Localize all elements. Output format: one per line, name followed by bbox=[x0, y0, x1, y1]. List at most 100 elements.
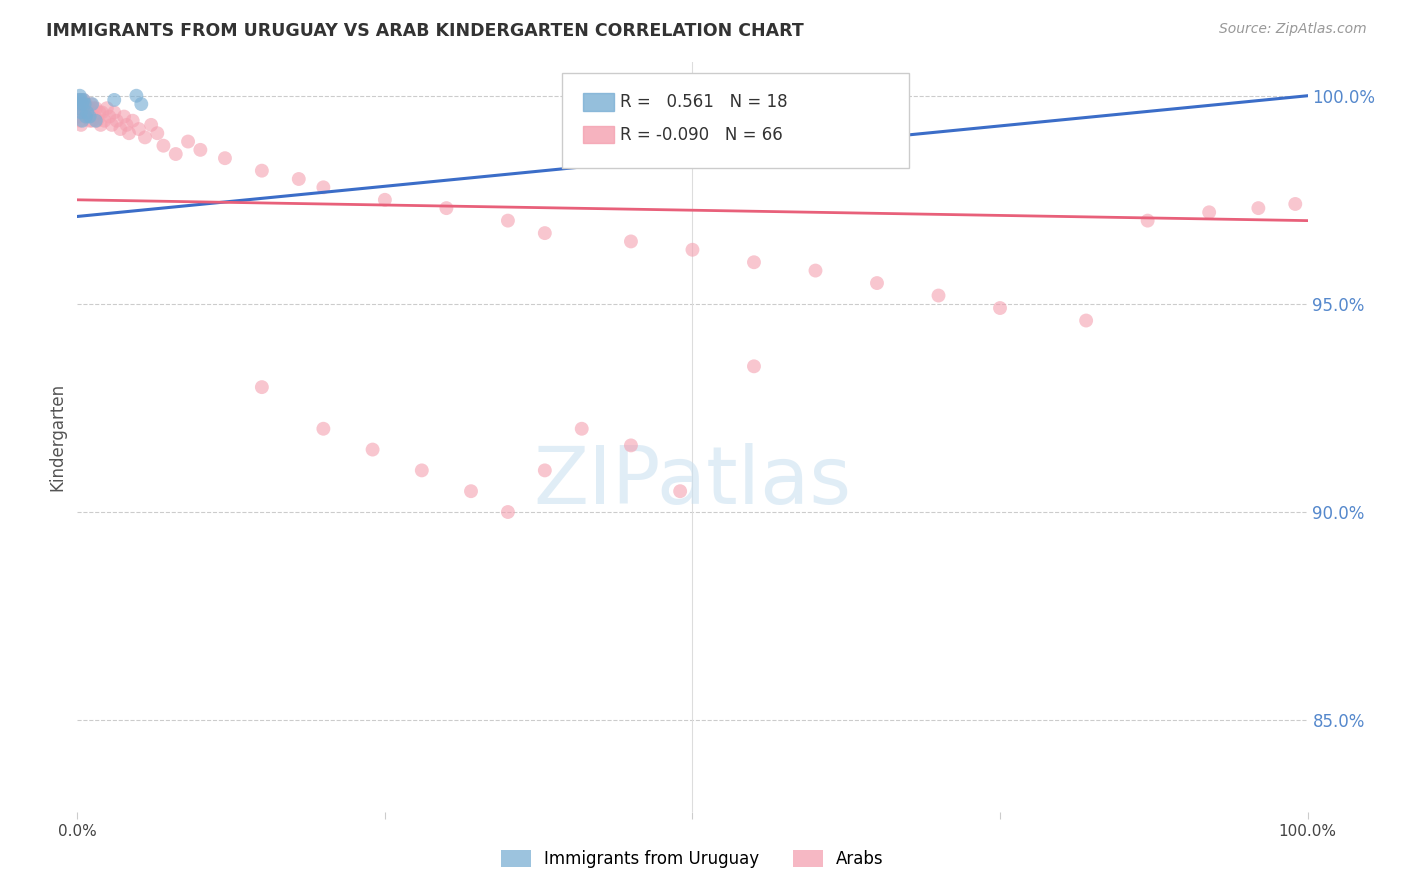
Point bbox=[250, 380, 273, 394]
Point bbox=[67, 97, 90, 112]
Text: R =   0.561   N = 18: R = 0.561 N = 18 bbox=[620, 94, 787, 112]
Point bbox=[75, 110, 97, 124]
Point bbox=[1076, 313, 1098, 327]
Legend: Immigrants from Uruguay, Arabs: Immigrants from Uruguay, Arabs bbox=[495, 843, 890, 874]
Point bbox=[70, 93, 93, 107]
Point bbox=[110, 122, 132, 136]
Point bbox=[77, 105, 100, 120]
Point bbox=[374, 193, 396, 207]
Point bbox=[96, 101, 118, 115]
Point bbox=[165, 147, 187, 161]
Point bbox=[79, 101, 101, 115]
Point bbox=[70, 97, 93, 112]
Point bbox=[988, 301, 1011, 315]
Point bbox=[115, 118, 138, 132]
Point bbox=[620, 438, 643, 452]
Point bbox=[69, 101, 91, 115]
Point bbox=[190, 143, 212, 157]
Point bbox=[250, 163, 273, 178]
Point bbox=[134, 130, 156, 145]
Point bbox=[90, 105, 114, 120]
Point bbox=[118, 126, 141, 140]
Point bbox=[866, 276, 889, 290]
Point bbox=[79, 110, 101, 124]
Point bbox=[82, 97, 104, 112]
Point bbox=[73, 97, 96, 112]
Point bbox=[76, 101, 98, 115]
Point bbox=[1247, 201, 1270, 215]
Y-axis label: Kindergarten: Kindergarten bbox=[48, 383, 66, 491]
Point bbox=[682, 243, 704, 257]
Point bbox=[70, 113, 93, 128]
Point bbox=[1198, 205, 1220, 219]
Point bbox=[90, 118, 112, 132]
Text: ZIPatlas: ZIPatlas bbox=[533, 443, 852, 521]
Point bbox=[67, 101, 90, 115]
Point bbox=[69, 113, 91, 128]
Point bbox=[72, 93, 94, 107]
Point bbox=[112, 110, 135, 124]
Point bbox=[69, 88, 91, 103]
Point bbox=[146, 126, 169, 140]
Point bbox=[89, 105, 111, 120]
Point bbox=[361, 442, 384, 457]
Text: Source: ZipAtlas.com: Source: ZipAtlas.com bbox=[1219, 22, 1367, 37]
Point bbox=[72, 93, 94, 107]
Point bbox=[620, 235, 643, 249]
Point bbox=[928, 288, 950, 302]
Point bbox=[125, 88, 148, 103]
Point bbox=[84, 101, 107, 115]
Point bbox=[105, 113, 128, 128]
Point bbox=[1284, 197, 1306, 211]
Point bbox=[312, 180, 335, 194]
Point bbox=[804, 263, 827, 277]
Point bbox=[70, 97, 93, 112]
Point bbox=[1136, 213, 1159, 227]
Point bbox=[101, 118, 124, 132]
Point bbox=[82, 101, 104, 115]
Point bbox=[669, 484, 692, 499]
Point bbox=[73, 101, 96, 115]
Point bbox=[69, 93, 91, 107]
Point bbox=[128, 122, 150, 136]
Point bbox=[131, 97, 153, 112]
Point bbox=[534, 463, 557, 477]
Point bbox=[103, 105, 125, 120]
Point bbox=[141, 118, 163, 132]
Point bbox=[76, 105, 98, 120]
Point bbox=[496, 213, 519, 227]
Point bbox=[571, 422, 593, 436]
Point bbox=[80, 97, 103, 112]
Point bbox=[86, 113, 108, 128]
Point bbox=[75, 97, 97, 112]
Point bbox=[742, 255, 765, 269]
Point bbox=[93, 113, 115, 128]
Point bbox=[214, 151, 236, 165]
Point bbox=[75, 110, 97, 124]
Point bbox=[70, 105, 93, 120]
Point bbox=[70, 97, 93, 112]
Point bbox=[103, 93, 125, 107]
Point bbox=[84, 113, 107, 128]
Point bbox=[411, 463, 433, 477]
Point bbox=[152, 138, 174, 153]
Point bbox=[534, 226, 557, 240]
Point bbox=[682, 88, 704, 103]
Point bbox=[79, 113, 101, 128]
Point bbox=[460, 484, 482, 499]
Point bbox=[312, 422, 335, 436]
Point bbox=[121, 113, 143, 128]
Point bbox=[82, 113, 104, 128]
Point bbox=[177, 135, 200, 149]
Point bbox=[72, 105, 94, 120]
Text: R = -0.090   N = 66: R = -0.090 N = 66 bbox=[620, 126, 783, 144]
Point bbox=[288, 172, 311, 186]
Point bbox=[496, 505, 519, 519]
Point bbox=[83, 110, 105, 124]
Point bbox=[436, 201, 458, 215]
Point bbox=[70, 105, 93, 120]
Point bbox=[67, 110, 90, 124]
Point bbox=[98, 110, 121, 124]
Point bbox=[67, 93, 90, 107]
Point bbox=[742, 359, 765, 374]
